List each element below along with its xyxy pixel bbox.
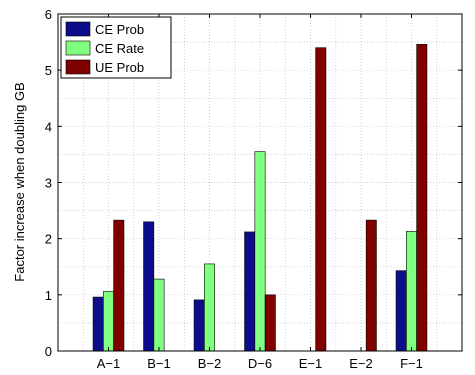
- ticks: 0 1 2 3 4 5 6 A−1 B−1 B−2 D−6 E−1 E−2 F−1: [45, 7, 462, 371]
- bar-ce-rate: [153, 278, 165, 352]
- bar-ce-prob: [244, 231, 256, 352]
- bar-ce-prob: [143, 221, 155, 352]
- y-tick-label: 5: [45, 63, 52, 78]
- x-tick-label: E−2: [349, 356, 373, 371]
- y-tick-label: 1: [45, 288, 52, 303]
- legend-label: CE Prob: [95, 22, 144, 37]
- legend-swatch: [65, 40, 91, 56]
- x-tick-label: A−1: [97, 356, 121, 371]
- legend: CE Prob CE Rate UE Prob: [60, 16, 172, 79]
- bars: [92, 44, 428, 352]
- bar-ce-rate: [254, 151, 266, 352]
- x-tick-label: B−2: [198, 356, 222, 371]
- bar-ce-rate: [103, 291, 114, 352]
- y-tick-label: 2: [45, 232, 52, 247]
- x-tick-label: B−1: [147, 356, 171, 371]
- bar-ue-prob: [365, 219, 377, 352]
- legend-swatch: [65, 21, 91, 37]
- y-tick-label: 3: [45, 176, 52, 191]
- legend-label: UE Prob: [95, 60, 144, 75]
- x-tick-label: D−6: [248, 356, 272, 371]
- y-tick-label: 6: [45, 7, 52, 22]
- bar-ue-prob: [264, 294, 276, 352]
- bar-ue-prob: [416, 44, 428, 352]
- y-tick-label: 4: [45, 119, 52, 134]
- bar-ue-prob: [113, 219, 125, 352]
- x-tick-label: E−1: [299, 356, 323, 371]
- bar-ue-prob: [315, 47, 327, 352]
- x-tick-label: F−1: [400, 356, 423, 371]
- bar-ce-rate: [406, 231, 417, 352]
- legend-label: CE Rate: [95, 41, 144, 56]
- y-axis-label: Factor increase when doubling GB: [12, 82, 27, 281]
- bar-ce-prob: [193, 299, 205, 352]
- y-tick-label: 0: [45, 344, 52, 359]
- legend-swatch: [65, 59, 91, 75]
- bar-ce-prob: [395, 270, 407, 352]
- bar-ce-prob: [92, 296, 104, 352]
- bar-ce-rate: [204, 263, 215, 352]
